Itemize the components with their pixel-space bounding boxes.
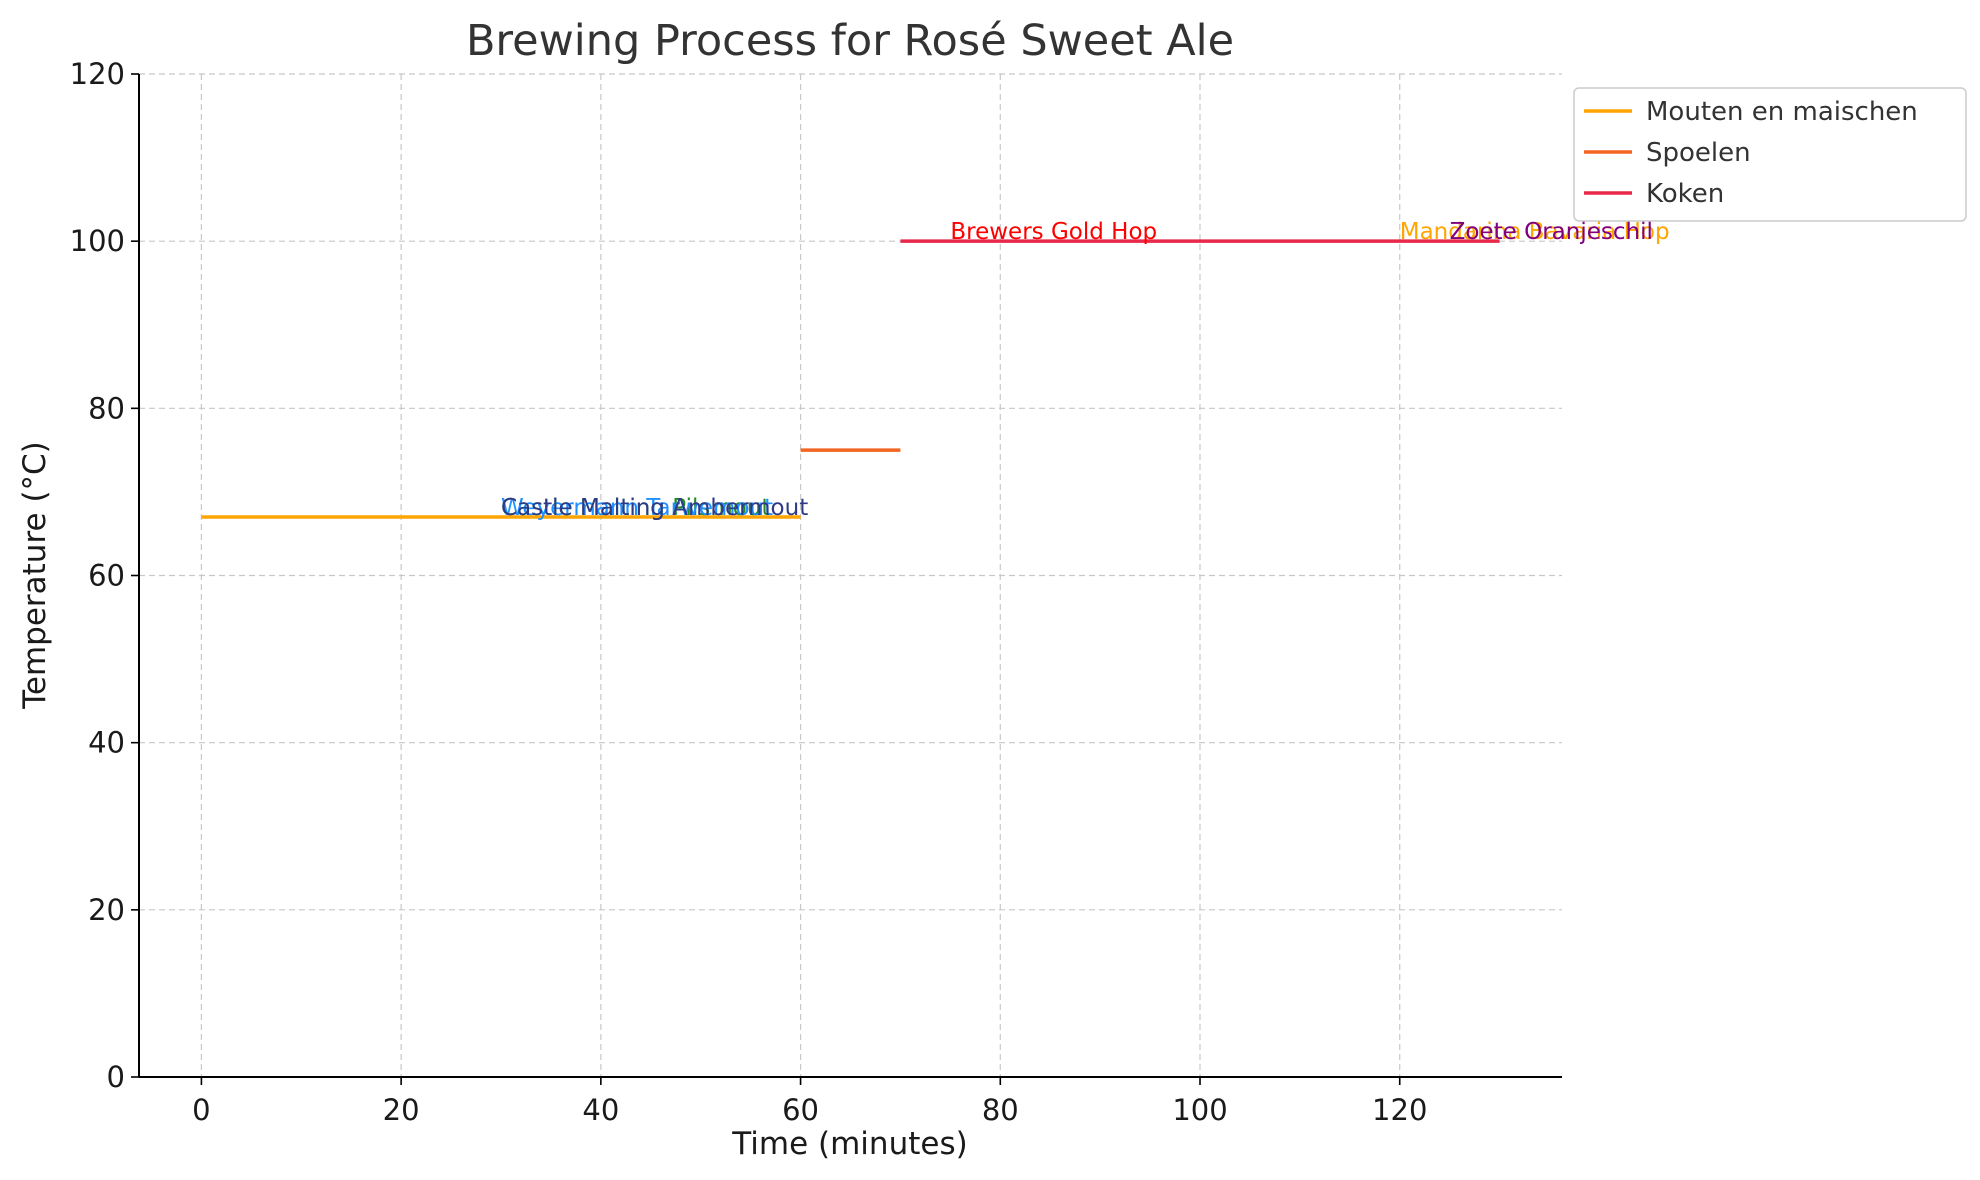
annotation-label: Weyermann Tarwemout bbox=[501, 495, 773, 521]
legend-entry: Mouten en maischen bbox=[1646, 97, 1918, 127]
x-tick-label: 20 bbox=[383, 1093, 420, 1127]
x-axis-label: Time (minutes) bbox=[731, 1126, 967, 1162]
y-tick-label: 0 bbox=[107, 1060, 125, 1094]
series-lines bbox=[201, 239, 1500, 519]
legend: Mouten en maischen Spoelen Koken bbox=[1573, 87, 1967, 222]
x-tick-label: 100 bbox=[1172, 1093, 1227, 1127]
legend-entry: Spoelen bbox=[1646, 138, 1751, 168]
annotation-label: Castle Malting Pilsmout bbox=[501, 495, 770, 521]
annotation-label: Brewers Gold Hop bbox=[950, 219, 1157, 245]
y-tick-label: 100 bbox=[70, 224, 125, 258]
grid bbox=[139, 73, 1562, 1078]
x-tick-label: 120 bbox=[1372, 1093, 1427, 1127]
y-tick-label: 120 bbox=[70, 57, 125, 91]
x-tick-label: 60 bbox=[782, 1093, 819, 1127]
y-axis-label: Temperature (°C) bbox=[17, 441, 53, 710]
annotation-label: Mandarina Bavaria Hop bbox=[1400, 219, 1670, 245]
legend-box bbox=[1573, 87, 1967, 222]
annotation-label: Zoete Oranjeschil bbox=[1450, 219, 1653, 245]
legend-entry: Koken bbox=[1646, 179, 1724, 209]
x-tick-label: 40 bbox=[582, 1093, 619, 1127]
x-tick-label: 0 bbox=[192, 1093, 210, 1127]
axes: 0 20 40 60 80 100 120 0 20 40 60 80 100 120 bbox=[70, 57, 1562, 1127]
y-tick-label: 60 bbox=[88, 559, 125, 593]
y-tick-label: 20 bbox=[88, 893, 125, 927]
x-tick-label: 80 bbox=[982, 1093, 1019, 1127]
annotation-label: Castle Malting Ambermout bbox=[501, 495, 808, 521]
y-tick-label: 80 bbox=[88, 391, 125, 425]
y-tick-label: 40 bbox=[88, 726, 125, 760]
chart-title: Brewing Process for Rosé Sweet Ale bbox=[466, 16, 1234, 66]
